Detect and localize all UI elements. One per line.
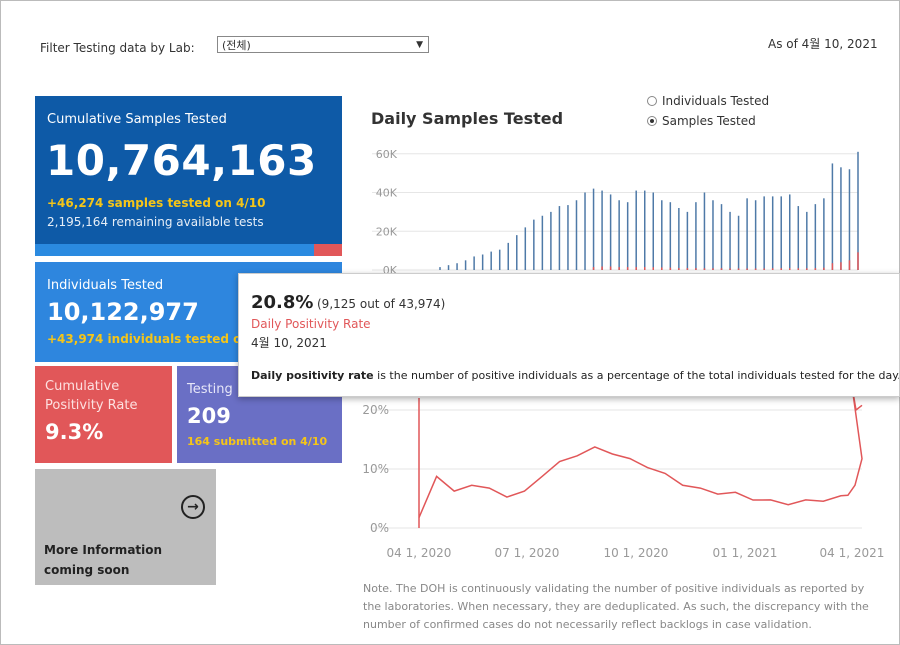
more-info-card[interactable]: → More Information coming soon — [35, 469, 216, 585]
x-tick-label: 04 1, 2021 — [820, 546, 885, 560]
x-tick-label: 04 1, 2020 — [387, 546, 452, 560]
tooltip-desc-text: is the number of positive individuals as… — [373, 369, 900, 382]
positivity-rate-card[interactable]: Cumulative Positivity Rate 9.3% — [35, 366, 172, 463]
card-sub: 164 submitted on 4/10 — [187, 435, 328, 448]
dropdown-arrow-icon[interactable]: ▼ — [416, 40, 423, 50]
radio-label: Individuals Tested — [662, 94, 770, 108]
arrow-right-circle-icon[interactable]: → — [181, 495, 205, 519]
usage-bar — [35, 244, 314, 256]
x-tick-label: 01 1, 2021 — [713, 546, 778, 560]
cumulative-samples-card[interactable]: Cumulative Samples Tested 10,764,163 +46… — [35, 96, 342, 256]
card-value: 10,764,163 — [46, 136, 317, 185]
card-value: 10,122,977 — [47, 298, 199, 326]
y-tick-label: 20K — [376, 225, 398, 238]
as-of-date: As of 4월 10, 2021 — [768, 37, 878, 51]
radio-label: Samples Tested — [662, 114, 756, 128]
tooltip-series-label: Daily Positivity Rate — [251, 317, 371, 331]
radio-selected-icon — [647, 116, 657, 126]
y-tick-label: 20% — [362, 403, 389, 417]
y-tick-label: 60K — [376, 148, 398, 161]
radio-samples-tested[interactable]: Samples Tested — [647, 114, 756, 128]
lab-filter-value: (전체) — [222, 39, 251, 52]
lab-filter-select[interactable]: (전체) ▼ — [217, 36, 429, 53]
note-text: Note. The DOH is continuously validating… — [363, 582, 869, 631]
radio-icon — [647, 96, 657, 106]
card-value: 9.3% — [45, 420, 104, 444]
card-title: Individuals Tested — [47, 278, 164, 293]
card-delta: +46,274 samples tested on 4/10 — [47, 196, 266, 210]
radio-individuals-tested[interactable]: Individuals Tested — [647, 94, 769, 108]
card-title: Cumulative Samples Tested — [47, 112, 227, 127]
usage-bar-remainder — [314, 244, 342, 256]
card-value: 209 — [187, 404, 231, 428]
y-tick-label: 40K — [376, 187, 398, 200]
y-tick-label: 10% — [362, 462, 389, 476]
card-remaining: 2,195,164 remaining available tests — [47, 215, 264, 229]
positivity-tooltip: 20.8% (9,125 out of 43,974) Daily Positi… — [238, 273, 900, 397]
card-title: More Information coming soon — [44, 543, 163, 577]
positivity-line-chart: 0% 10% 20% 04 1, 2020 07 1, 2020 10 1, 2020 01… — [362, 386, 884, 560]
y-tick-label: 0% — [370, 521, 389, 535]
filter-label: Filter Testing data by Lab: — [40, 41, 195, 55]
tooltip-description: Daily positivity rate is the number of p… — [251, 369, 900, 382]
tooltip-count: (9,125 out of 43,974) — [317, 297, 446, 311]
tooltip-percent: 20.8% — [251, 292, 314, 313]
x-tick-label: 10 1, 2020 — [604, 546, 669, 560]
tooltip-desc-term: Daily positivity rate — [251, 369, 374, 382]
tooltip-date: 4월 10, 2021 — [251, 336, 327, 350]
chart-title: Daily Samples Tested — [371, 109, 564, 128]
card-title: Cumulative Positivity Rate — [45, 379, 138, 413]
positivity-line — [418, 386, 863, 518]
card-delta: +43,974 individuals tested on 4/10 — [47, 332, 284, 346]
x-tick-label: 07 1, 2020 — [495, 546, 560, 560]
